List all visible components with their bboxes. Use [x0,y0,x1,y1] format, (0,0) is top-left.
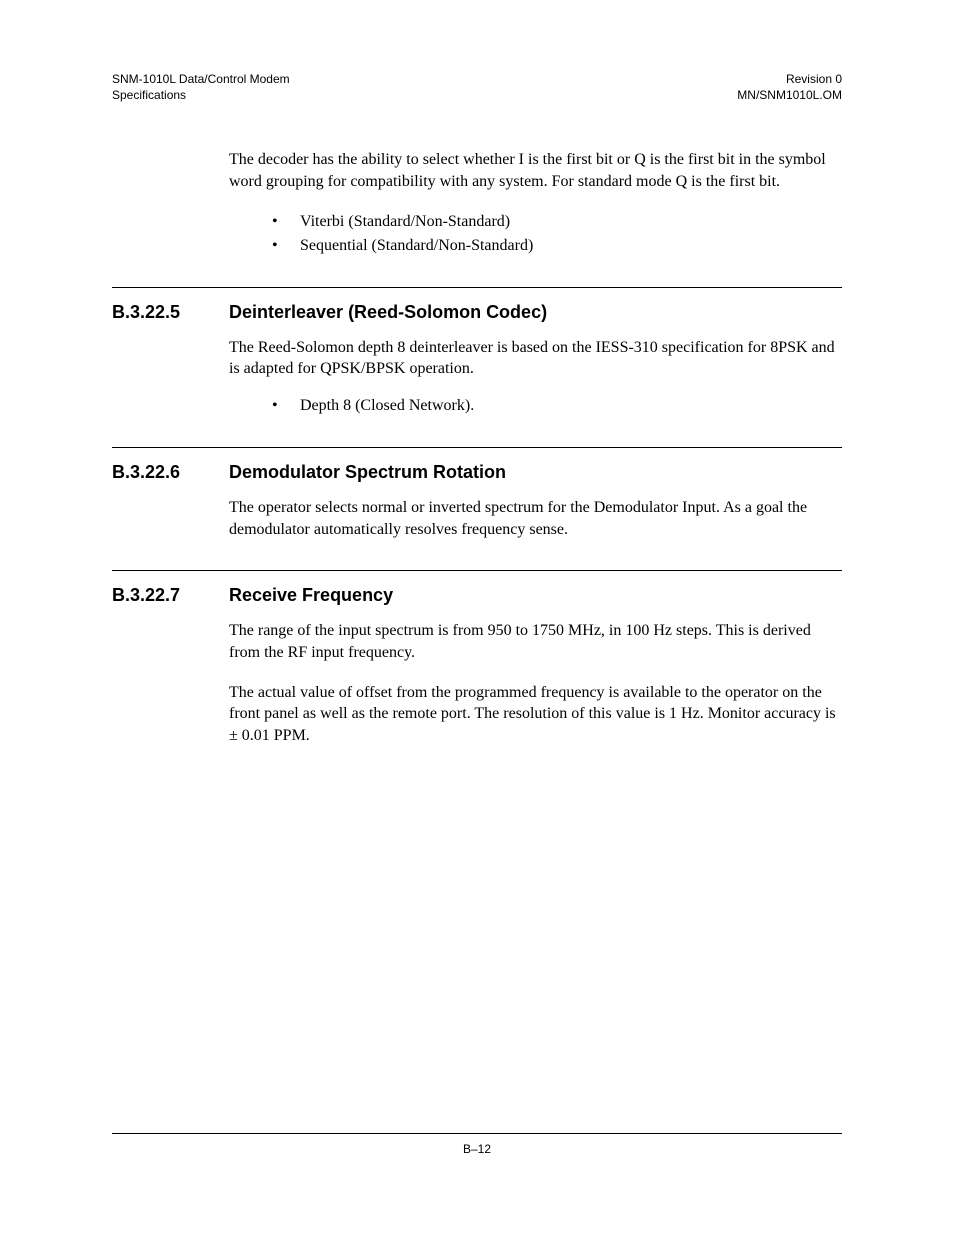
section-body: The Reed-Solomon depth 8 deinterleaver i… [229,337,842,380]
header-right-line2: MN/SNM1010L.OM [737,88,842,104]
page-content: SNM-1010L Data/Control Modem Specificati… [112,72,842,746]
section-number: B.3.22.5 [112,302,229,323]
body-paragraph: The Reed-Solomon depth 8 deinterleaver i… [229,337,842,380]
section-body: The range of the input spectrum is from … [229,620,842,746]
section-b-3-22-5: B.3.22.5 Deinterleaver (Reed-Solomon Cod… [112,287,842,417]
section-title: Deinterleaver (Reed-Solomon Codec) [229,302,547,323]
section-title: Receive Frequency [229,585,393,606]
page-header: SNM-1010L Data/Control Modem Specificati… [112,72,842,103]
intro-block: The decoder has the ability to select wh… [112,149,842,257]
header-left-line2: Specifications [112,88,290,104]
section-number: B.3.22.7 [112,585,229,606]
section-bullets: Depth 8 (Closed Network). [272,394,842,417]
header-right: Revision 0 MN/SNM1010L.OM [737,72,842,103]
list-item: Sequential (Standard/Non-Standard) [272,234,842,257]
section-body: The operator selects normal or inverted … [229,497,842,540]
section-number: B.3.22.6 [112,462,229,483]
section-heading: B.3.22.5 Deinterleaver (Reed-Solomon Cod… [112,302,842,323]
body-paragraph: The operator selects normal or inverted … [229,497,842,540]
list-item: Depth 8 (Closed Network). [272,394,842,417]
page-footer: B–12 [112,1133,842,1156]
header-left: SNM-1010L Data/Control Modem Specificati… [112,72,290,103]
section-heading: B.3.22.7 Receive Frequency [112,585,842,606]
list-item: Viterbi (Standard/Non-Standard) [272,210,842,233]
body-paragraph: The range of the input spectrum is from … [229,620,842,663]
section-title: Demodulator Spectrum Rotation [229,462,506,483]
section-b-3-22-6: B.3.22.6 Demodulator Spectrum Rotation T… [112,447,842,540]
header-right-line1: Revision 0 [737,72,842,88]
section-b-3-22-7: B.3.22.7 Receive Frequency The range of … [112,570,842,746]
intro-paragraph: The decoder has the ability to select wh… [229,149,842,192]
page-number: B–12 [463,1142,491,1156]
body-paragraph: The actual value of offset from the prog… [229,682,842,747]
header-left-line1: SNM-1010L Data/Control Modem [112,72,290,88]
intro-bullets: Viterbi (Standard/Non-Standard) Sequenti… [272,210,842,256]
section-heading: B.3.22.6 Demodulator Spectrum Rotation [112,462,842,483]
